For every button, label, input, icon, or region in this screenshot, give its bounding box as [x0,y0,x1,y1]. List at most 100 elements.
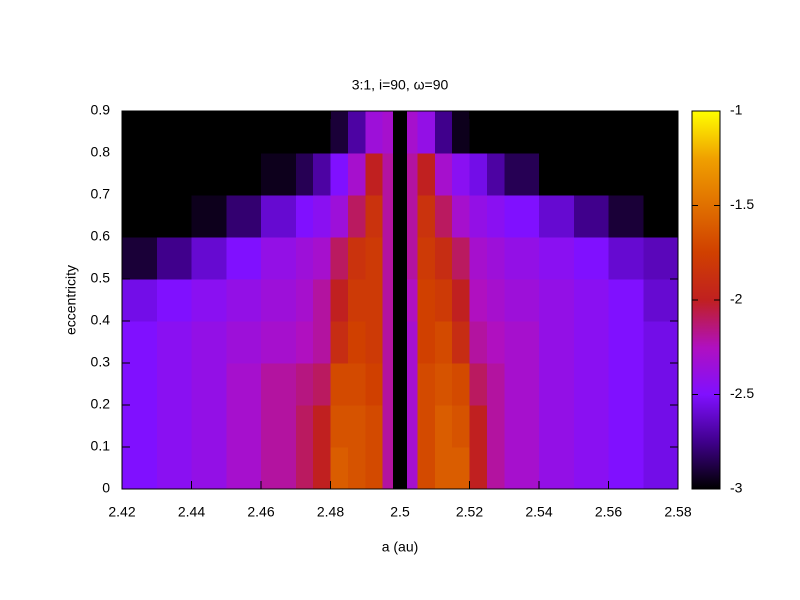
heatmap-cell [365,321,384,364]
heatmap-cell [122,111,158,154]
x-tick-label: 2.58 [664,504,691,520]
y-tick-label: 0.6 [91,228,111,244]
heatmap-cell [313,363,331,406]
heatmap-cell [434,279,453,322]
heatmap-cell [486,405,505,448]
heatmap-cell [261,195,297,238]
heatmap-cell [486,237,505,280]
heatmap-cell [452,363,470,406]
heatmap-cell [417,363,436,406]
heatmap-cell [365,153,384,196]
heatmap-cell [406,279,418,322]
heatmap-cell [417,279,436,322]
y-axis-label: eccentricity [63,265,79,335]
heatmap-cell [156,363,192,406]
heatmap-cell [347,321,366,364]
heatmap-cell [434,237,453,280]
x-axis-label: a (au) [382,539,419,555]
colorbar-tick-label: -1.5 [730,196,754,212]
heatmap-cell [156,321,192,364]
heatmap-cell [608,363,644,406]
heatmap-cell [539,405,575,448]
heatmap-cell [382,111,394,154]
heatmap-cell [226,153,262,196]
heatmap-cell [313,153,331,196]
heatmap-cell [156,195,192,238]
x-tick-label: 2.56 [595,504,622,520]
heatmap-cell [417,195,436,238]
heatmap-cell [469,321,488,364]
heatmap-cell [608,111,644,154]
heatmap-cell [486,447,505,490]
heatmap-cell [608,153,644,196]
heatmap-cell [365,363,384,406]
heatmap-cell [573,405,609,448]
heatmap-cell [573,363,609,406]
heatmap-cell [643,279,679,322]
heatmap-cell [393,153,408,196]
heatmap-cell [406,111,418,154]
heatmap-cell [330,237,349,280]
heatmap-cell [469,195,488,238]
heatmap-cell [539,111,575,154]
colorbar-tick-label: -2.5 [730,385,754,401]
heatmap-cell [365,111,384,154]
heatmap-cell [608,321,644,364]
heatmap-cell [504,153,540,196]
heatmap-cell [382,195,394,238]
heatmap-cell [261,153,297,196]
y-tick-label: 0.8 [91,144,111,160]
y-tick-label: 0.3 [91,354,111,370]
heatmap-cell [226,363,262,406]
heatmap-cell [156,447,192,490]
heatmap-cell [261,405,297,448]
heatmap-cell [469,447,488,490]
heatmap-cell [406,447,418,490]
heatmap-cell [261,447,297,490]
heatmap-cell [191,111,227,154]
heatmap-cell [452,279,470,322]
heatmap-cell [156,111,192,154]
heatmap-cell [295,279,314,322]
heatmap-cell [417,447,436,490]
heatmap-cell [434,111,453,154]
heatmap-cell [382,321,394,364]
heatmap-cell [573,153,609,196]
heatmap-cell [406,237,418,280]
heatmap-cell [295,111,314,154]
y-tick-label: 0.1 [91,438,111,454]
heatmap-cell [330,111,349,154]
x-tick-label: 2.5 [390,504,410,520]
heatmap-cell [295,153,314,196]
heatmap-cell [295,363,314,406]
heatmap-cell [347,153,366,196]
heatmap-cell [406,405,418,448]
x-tick-label: 2.48 [317,504,344,520]
heatmap-cell [452,195,470,238]
heatmap-cell [643,321,679,364]
heatmap-cell [313,237,331,280]
heatmap-cell [226,195,262,238]
chart-title: 3:1, i=90, ω=90 [352,77,449,93]
heatmap-cell [330,321,349,364]
y-tick-label: 0.2 [91,396,111,412]
heatmap-cell [191,153,227,196]
heatmap-cell [573,111,609,154]
heatmap-cell [469,153,488,196]
heatmap-cell [539,321,575,364]
heatmap-cell [226,405,262,448]
heatmap-cell [313,447,331,490]
heatmap-cell [191,195,227,238]
heatmap-cell [434,405,453,448]
heatmap-cell [539,363,575,406]
heatmap-cell [122,279,158,322]
heatmap-cell [406,321,418,364]
heatmap-cell [643,195,679,238]
heatmap-cell [608,237,644,280]
heatmap-cell [330,405,349,448]
heatmap-cell [330,447,349,490]
x-tick-label: 2.54 [525,504,552,520]
heatmap-cell [504,447,540,490]
heatmap-cell [191,237,227,280]
